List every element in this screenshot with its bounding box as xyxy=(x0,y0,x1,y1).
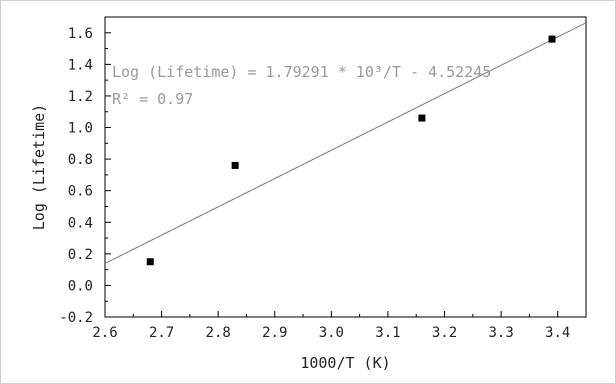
y-axis-title: Log (Lifetime) xyxy=(30,104,48,230)
y-tick-label: 1.4 xyxy=(68,57,93,73)
x-tick-label: 2.9 xyxy=(262,325,287,341)
data-point xyxy=(146,258,154,266)
x-tick-label: 3.0 xyxy=(319,325,344,341)
x-tick-label: 2.7 xyxy=(149,325,174,341)
fit-equation: Log (Lifetime) = 1.79291 * 10³/T - 4.522… xyxy=(112,63,491,81)
y-tick-label: 0.2 xyxy=(68,247,93,263)
x-tick-label: 2.8 xyxy=(206,325,231,341)
y-tick-label: 1.0 xyxy=(68,121,93,137)
x-tick-label: 3.4 xyxy=(545,325,570,341)
x-tick-label: 3.3 xyxy=(488,325,513,341)
data-point xyxy=(548,35,556,43)
x-tick-label: 3.1 xyxy=(375,325,400,341)
data-points xyxy=(146,35,556,266)
data-point xyxy=(418,114,426,122)
x-axis-ticks: 2.6 2.7 2.8 2.9 3.0 3.1 3.2 3.3 3.4 xyxy=(92,311,587,341)
y-tick-label: 1.6 xyxy=(68,26,93,42)
fit-line xyxy=(104,22,587,264)
y-tick-label: 0.6 xyxy=(68,184,93,200)
y-tick-label: 0.4 xyxy=(68,215,93,231)
plot-area: 2.6 2.7 2.8 2.9 3.0 3.1 3.2 3.3 3.4 -0.2 0.0 0.2 0.… xyxy=(59,16,587,341)
y-axis-ticks: -0.2 0.0 0.2 0.4 0.6 0.8 1.0 1.2 1.4 1.6 xyxy=(59,26,111,326)
r-squared: R² = 0.97 xyxy=(112,90,193,108)
plot-border xyxy=(104,16,587,318)
x-tick-label: 3.2 xyxy=(432,325,457,341)
y-tick-label: -0.2 xyxy=(59,310,93,326)
y-tick-label: 0.0 xyxy=(68,278,93,294)
y-tick-label: 0.8 xyxy=(68,152,93,168)
data-point xyxy=(231,161,239,169)
y-tick-label: 1.2 xyxy=(68,89,93,105)
x-tick-label: 2.6 xyxy=(92,325,117,341)
x-axis-title: 1000/T (K) xyxy=(300,354,390,372)
